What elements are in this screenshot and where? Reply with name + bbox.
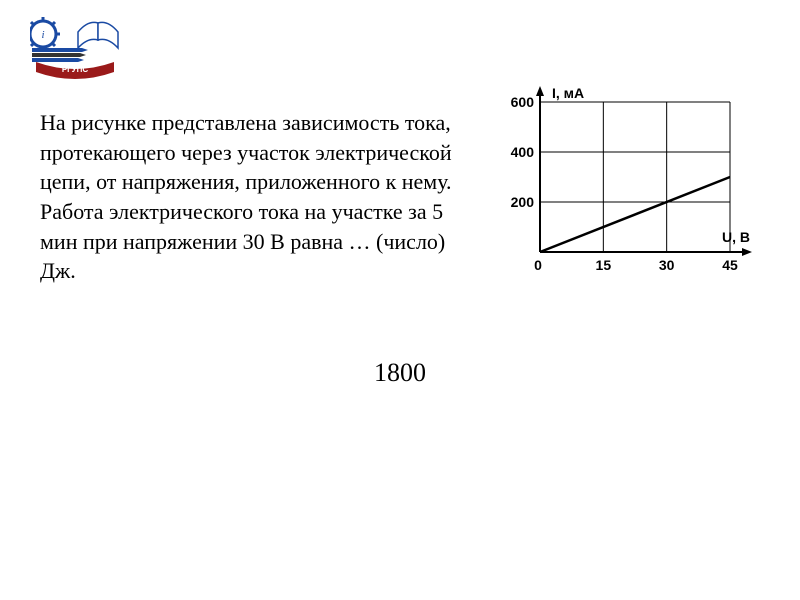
problem-paragraph-1: На рисунке представлена зависимость тока… <box>40 108 470 197</box>
svg-text:i: i <box>41 29 44 41</box>
svg-text:45: 45 <box>722 257 738 273</box>
problem-paragraph-2: Работа электрического тока на участке за… <box>40 197 470 286</box>
answer-value: 1800 <box>0 358 800 388</box>
svg-text:30: 30 <box>659 257 675 273</box>
institution-logo: i РГУПС <box>30 10 120 80</box>
svg-text:0: 0 <box>534 257 542 273</box>
svg-text:U, В: U, В <box>722 229 750 245</box>
svg-text:400: 400 <box>511 144 535 160</box>
svg-text:I, мА: I, мА <box>552 85 584 101</box>
svg-text:15: 15 <box>596 257 612 273</box>
svg-text:600: 600 <box>511 94 535 110</box>
problem-text: На рисунке представлена зависимость тока… <box>40 108 470 286</box>
svg-text:РГУПС: РГУПС <box>62 65 89 74</box>
iv-chart: 200 400 600 15 30 45 0 I, мА U, В <box>490 82 770 292</box>
svg-text:200: 200 <box>511 194 535 210</box>
